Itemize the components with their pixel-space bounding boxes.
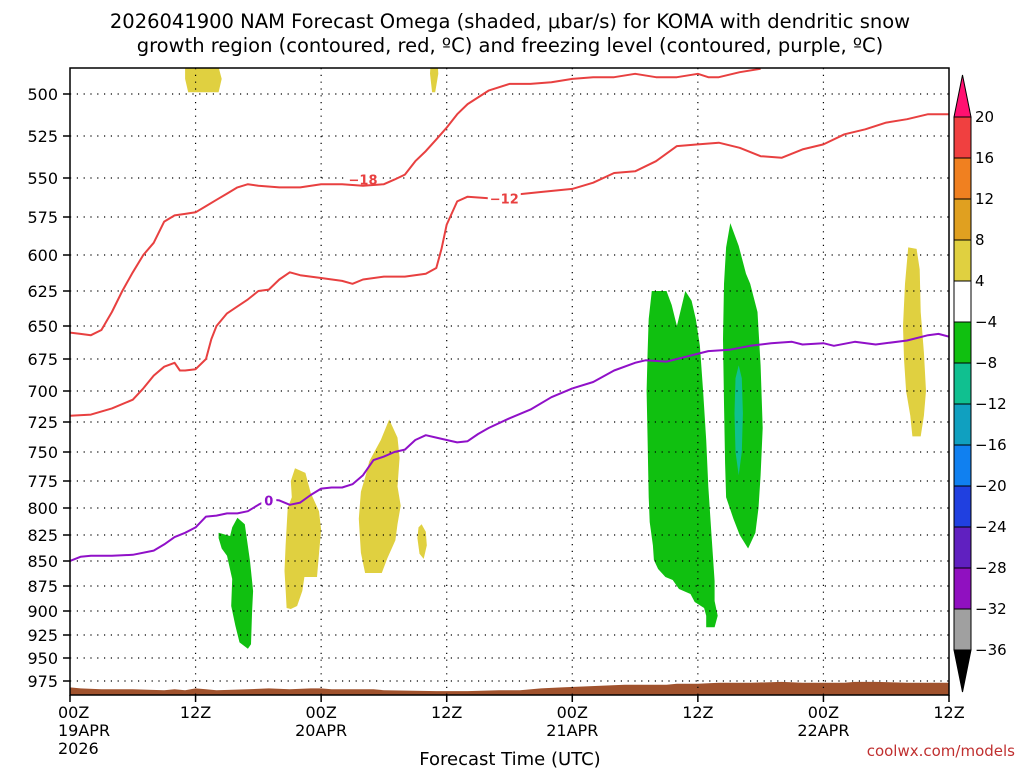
colorbar-segment-13 xyxy=(953,608,972,651)
y-tick-label-675: 675 xyxy=(27,350,58,369)
colorbar-label-4: 4 xyxy=(975,272,985,290)
plot-frame xyxy=(69,67,950,696)
y-tick-label-650: 650 xyxy=(27,317,58,336)
x-tick-date-2: 20APR xyxy=(295,721,347,740)
omega-positive-region-3 xyxy=(284,468,322,609)
x-tick-label-0: 00Z xyxy=(58,703,89,722)
colorbar-label-9: −20 xyxy=(975,477,1007,495)
y-tick-label-900: 900 xyxy=(27,602,58,621)
colorbar-segment-10 xyxy=(953,485,972,528)
colorbar-label-8: −16 xyxy=(975,436,1007,454)
y-tick-label-875: 875 xyxy=(27,577,58,596)
terrain-layer xyxy=(70,681,949,695)
colorbar-label-13: −36 xyxy=(975,641,1007,659)
colorbar-segment-1 xyxy=(953,116,972,159)
x-tick-date-4: 21APR xyxy=(546,721,598,740)
x-tick-label-6: 00Z xyxy=(808,703,839,722)
colorbar-label-0: 20 xyxy=(975,108,994,126)
contour-label-bg-3 xyxy=(261,492,277,509)
colorbar-segment-8 xyxy=(953,403,972,446)
credit-text: coolwx.com/models xyxy=(867,742,1015,760)
colorbar-segment-11 xyxy=(953,526,972,569)
y-tick-label-625: 625 xyxy=(27,282,58,301)
x-tick-year-0: 2026 xyxy=(58,739,99,758)
y-tick-label-950: 950 xyxy=(27,649,58,668)
isotherm-contour-layer: −18−120 xyxy=(70,68,949,562)
contour-line-3 xyxy=(70,332,949,562)
colorbar-label-11: −28 xyxy=(975,559,1007,577)
y-tick-label-825: 825 xyxy=(27,526,58,545)
x-tick-label-4: 00Z xyxy=(557,703,588,722)
omega-negative-region-3 xyxy=(723,223,763,549)
y-tick-label-500: 500 xyxy=(27,85,58,104)
y-tick-label-750: 750 xyxy=(27,443,58,462)
colorbar-segment-4 xyxy=(953,239,972,282)
y-tick-label-800: 800 xyxy=(27,499,58,518)
omega-negative-region-1 xyxy=(218,517,254,649)
colorbar-label-10: −24 xyxy=(975,518,1007,536)
x-tick-label-2: 00Z xyxy=(305,703,336,722)
x-tick-label-7: 12Z xyxy=(933,703,964,722)
colorbar-label-1: 16 xyxy=(975,149,994,167)
chart-title-line-2: growth region (contoured, red, ºC) and f… xyxy=(137,34,884,57)
colorbar-bottom-triangle xyxy=(953,649,972,693)
omega-positive-region-5 xyxy=(417,524,427,559)
y-tick-label-700: 700 xyxy=(27,382,58,401)
y-tick-label-600: 600 xyxy=(27,246,58,265)
contour-line-1 xyxy=(70,113,949,417)
colorbar-label-5: −4 xyxy=(975,313,997,331)
omega-strong-negative-region-1 xyxy=(734,365,743,476)
contour-label-2: −12 xyxy=(490,192,519,207)
colorbar-label-12: −32 xyxy=(975,600,1007,618)
y-tick-label-925: 925 xyxy=(27,626,58,645)
colorbar-segment-3 xyxy=(953,198,972,241)
colorbar-label-3: 8 xyxy=(975,231,985,249)
colorbar-segment-9 xyxy=(953,444,972,487)
colorbar-segment-12 xyxy=(953,567,972,610)
colorbar-segment-7 xyxy=(953,362,972,405)
x-tick-date-0: 19APR xyxy=(58,721,110,740)
omega-colorbar: 20 16 12 8 4 −4 −8 −12 −16 −20 −24 −28 −32 −36 xyxy=(953,74,1007,693)
x-tick-date-6: 22APR xyxy=(797,721,849,740)
omega-negative-region-2 xyxy=(646,291,718,628)
colorbar-segment-2 xyxy=(953,157,972,200)
contour-label-bg-2 xyxy=(487,190,521,207)
contour-label-3: 0 xyxy=(264,494,273,509)
chart-title-line-1: 2026041900 NAM Forecast Omega (shaded, μ… xyxy=(110,10,910,33)
y-tick-label-725: 725 xyxy=(27,413,58,432)
omega-positive-region-6 xyxy=(903,247,926,437)
y-tick-label-550: 550 xyxy=(27,169,58,188)
x-tick-label-1: 12Z xyxy=(180,703,211,722)
contour-line-2 xyxy=(70,68,761,337)
colorbar-segment-6 xyxy=(953,321,972,364)
colorbar-label-6: −8 xyxy=(975,354,997,372)
omega-positive-region-4 xyxy=(358,419,401,573)
x-axis-title: Forecast Time (UTC) xyxy=(419,749,600,768)
grid-layer xyxy=(70,68,949,695)
y-tick-label-975: 975 xyxy=(27,672,58,691)
y-tick-label-850: 850 xyxy=(27,552,58,571)
terrain-surface xyxy=(70,681,949,695)
x-tick-label-3: 12Z xyxy=(431,703,462,722)
y-tick-label-575: 575 xyxy=(27,208,58,227)
omega-positive-region-2 xyxy=(430,68,439,93)
colorbar-segment-5 xyxy=(953,280,972,323)
contour-label-bg-1 xyxy=(346,171,380,188)
colorbar-top-triangle xyxy=(953,74,972,118)
y-tick-label-775: 775 xyxy=(27,472,58,491)
pressure-axis: 500 525 550 575 600 625 650 675 700 725 750 775 800 8… xyxy=(27,85,70,691)
colorbar-label-2: 12 xyxy=(975,190,994,208)
omega-positive-region-1 xyxy=(185,68,222,93)
x-tick-label-5: 12Z xyxy=(682,703,713,722)
y-tick-label-525: 525 xyxy=(27,127,58,146)
colorbar-label-7: −12 xyxy=(975,395,1007,413)
